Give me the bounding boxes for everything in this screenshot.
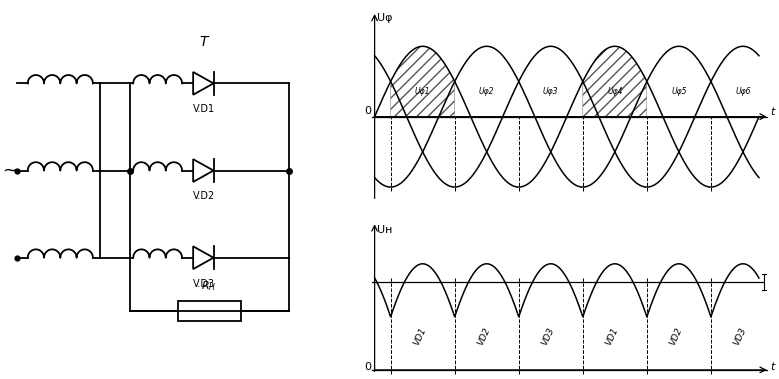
- Text: V.D3: V.D3: [193, 279, 216, 288]
- Text: Uφ: Uφ: [377, 13, 393, 23]
- Text: T: T: [199, 35, 208, 49]
- Text: VD2: VD2: [476, 326, 492, 347]
- Text: Uφ4: Uφ4: [607, 87, 622, 96]
- Text: Uφ5: Uφ5: [671, 87, 686, 96]
- Text: t: t: [770, 362, 775, 372]
- Text: V.D1: V.D1: [193, 104, 216, 114]
- Text: $R_H$: $R_H$: [202, 279, 217, 293]
- Text: Uφ1: Uφ1: [415, 87, 431, 96]
- Text: VD1: VD1: [411, 326, 428, 347]
- Text: Uφ3: Uφ3: [543, 87, 559, 96]
- Text: ~: ~: [2, 161, 17, 180]
- Text: t: t: [770, 108, 775, 117]
- Text: Uφ6: Uφ6: [735, 87, 751, 96]
- Text: VD1: VD1: [604, 326, 620, 347]
- Text: VD2: VD2: [668, 326, 684, 347]
- Text: V.D2: V.D2: [193, 191, 216, 201]
- Text: 0: 0: [364, 106, 371, 116]
- Text: 0: 0: [364, 362, 371, 372]
- Text: Uφ2: Uφ2: [479, 87, 495, 96]
- Text: VD3: VD3: [731, 326, 748, 347]
- Text: Uн: Uн: [377, 224, 393, 235]
- Text: VD3: VD3: [540, 326, 555, 347]
- FancyBboxPatch shape: [178, 301, 241, 321]
